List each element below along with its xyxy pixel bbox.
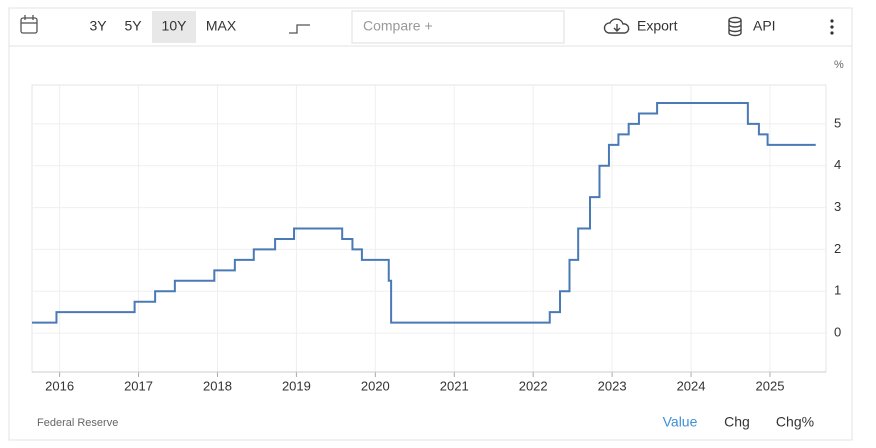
range-button[interactable]: 3Y <box>89 18 107 34</box>
range-button[interactable]: 5Y <box>124 18 142 34</box>
plot-border <box>31 84 827 373</box>
calendar-icon[interactable] <box>20 15 38 34</box>
view-toggle[interactable]: Chg% <box>776 414 814 430</box>
series-line <box>32 101 816 324</box>
y-unit: % <box>834 59 844 71</box>
range-button[interactable]: 10Y <box>162 18 188 34</box>
y-tick-label: 0 <box>834 325 841 340</box>
widget-border <box>8 7 853 441</box>
api-button[interactable]: API <box>753 18 776 34</box>
x-tick-label: 2024 <box>677 378 706 393</box>
range-button[interactable]: MAX <box>206 18 237 34</box>
y-tick-label: 5 <box>834 115 841 130</box>
x-tick-label: 2016 <box>45 378 74 393</box>
x-tick-label: 2023 <box>598 378 627 393</box>
view-toggle[interactable]: Value <box>663 414 698 430</box>
y-tick-label: 1 <box>834 283 841 298</box>
x-tick-label: 2019 <box>282 378 311 393</box>
y-tick-label: 3 <box>834 199 841 214</box>
source-label: Federal Reserve <box>37 417 118 429</box>
compare-placeholder: Compare + <box>363 18 433 34</box>
range-active-bg <box>152 11 196 43</box>
x-tick-label: 2022 <box>519 378 548 393</box>
view-toggle[interactable]: Chg <box>724 414 750 430</box>
menu-icon[interactable] <box>830 19 834 35</box>
x-tick-label: 2025 <box>756 378 785 393</box>
export-icon[interactable] <box>603 18 630 34</box>
x-tick-label: 2021 <box>440 378 469 393</box>
compare-input[interactable] <box>351 10 565 44</box>
x-tick-label: 2018 <box>203 378 232 393</box>
export-button[interactable]: Export <box>637 18 678 34</box>
y-tick-label: 4 <box>834 157 841 172</box>
step-line-icon[interactable] <box>289 24 310 34</box>
y-tick-label: 2 <box>834 241 841 256</box>
api-icon[interactable] <box>728 16 742 37</box>
x-tick-label: 2017 <box>124 378 153 393</box>
x-tick-label: 2020 <box>361 378 390 393</box>
